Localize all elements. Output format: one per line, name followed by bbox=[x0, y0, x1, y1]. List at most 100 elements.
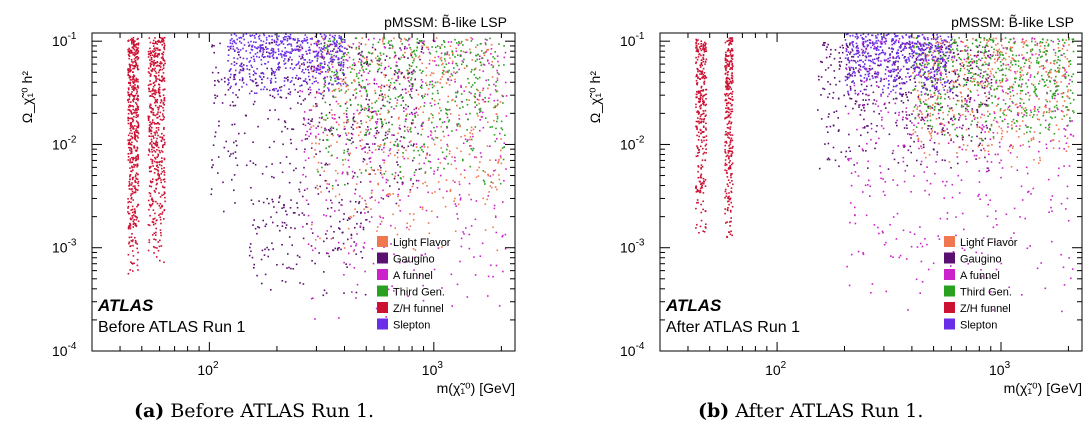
data-point bbox=[478, 108, 481, 111]
data-point bbox=[135, 53, 138, 55]
data-point bbox=[450, 41, 453, 43]
data-point bbox=[374, 57, 377, 59]
data-point bbox=[363, 57, 366, 59]
data-point bbox=[158, 245, 161, 248]
data-point bbox=[359, 140, 361, 142]
data-point bbox=[329, 40, 332, 42]
data-point bbox=[918, 54, 921, 56]
data-point bbox=[332, 83, 334, 86]
data-point bbox=[348, 46, 351, 48]
data-point bbox=[464, 134, 466, 137]
data-point bbox=[347, 159, 350, 162]
data-point bbox=[850, 253, 853, 256]
data-point bbox=[309, 61, 311, 64]
data-point bbox=[149, 64, 152, 67]
data-point bbox=[366, 62, 368, 64]
data-point bbox=[335, 56, 337, 58]
data-point bbox=[242, 35, 244, 37]
data-point bbox=[366, 61, 368, 63]
data-point bbox=[993, 111, 995, 113]
data-point bbox=[153, 172, 156, 174]
data-point bbox=[301, 84, 303, 87]
data-point bbox=[128, 224, 131, 227]
data-point bbox=[987, 56, 990, 58]
data-point bbox=[348, 166, 350, 168]
data-point bbox=[149, 107, 151, 109]
data-point bbox=[344, 47, 347, 49]
data-point bbox=[936, 98, 938, 101]
data-point bbox=[255, 72, 257, 75]
data-point bbox=[290, 199, 292, 201]
data-point bbox=[501, 235, 503, 238]
data-point bbox=[346, 138, 349, 140]
data-point bbox=[258, 75, 261, 77]
data-point bbox=[455, 205, 457, 207]
data-point bbox=[400, 104, 402, 107]
data-point bbox=[354, 208, 356, 210]
data-point bbox=[131, 208, 134, 211]
data-point bbox=[947, 105, 949, 107]
data-point bbox=[327, 87, 329, 89]
data-point bbox=[342, 78, 345, 81]
data-point bbox=[962, 41, 964, 43]
data-point bbox=[265, 46, 267, 48]
data-point bbox=[1022, 74, 1025, 76]
data-point bbox=[134, 88, 137, 90]
data-point bbox=[411, 61, 414, 64]
data-point bbox=[323, 240, 325, 243]
data-point bbox=[330, 225, 332, 228]
data-point bbox=[156, 113, 158, 116]
data-point bbox=[419, 206, 422, 208]
data-point bbox=[456, 71, 458, 73]
data-point bbox=[423, 146, 426, 148]
data-point bbox=[353, 62, 356, 64]
data-point bbox=[474, 82, 476, 84]
data-point bbox=[161, 52, 164, 55]
data-point bbox=[135, 172, 138, 174]
data-point bbox=[849, 42, 851, 44]
data-point bbox=[493, 207, 496, 210]
data-point bbox=[132, 52, 134, 54]
data-point bbox=[152, 107, 154, 110]
data-point bbox=[969, 97, 972, 99]
data-point bbox=[500, 162, 503, 165]
data-point bbox=[1067, 145, 1070, 148]
data-point bbox=[434, 136, 437, 139]
data-point bbox=[281, 244, 283, 246]
data-point bbox=[342, 159, 344, 161]
data-point bbox=[242, 78, 244, 81]
data-point bbox=[338, 116, 341, 119]
data-point bbox=[213, 102, 215, 104]
data-point bbox=[347, 120, 349, 123]
data-point bbox=[432, 39, 435, 42]
data-point bbox=[327, 69, 329, 71]
data-point bbox=[1012, 37, 1015, 40]
data-point bbox=[371, 111, 373, 114]
data-point bbox=[458, 118, 461, 120]
data-point bbox=[128, 141, 131, 144]
data-point bbox=[159, 61, 162, 63]
data-point bbox=[833, 57, 836, 60]
data-point bbox=[955, 94, 957, 97]
data-point bbox=[131, 118, 134, 121]
data-point bbox=[986, 144, 989, 147]
data-point bbox=[333, 58, 336, 61]
data-point bbox=[321, 51, 324, 53]
data-point bbox=[856, 45, 858, 48]
data-point bbox=[382, 96, 384, 98]
data-point bbox=[852, 68, 855, 71]
data-point bbox=[910, 92, 912, 94]
data-point bbox=[378, 57, 380, 60]
data-point bbox=[152, 142, 155, 144]
data-point bbox=[431, 210, 433, 212]
data-point bbox=[379, 216, 382, 219]
data-point bbox=[975, 56, 978, 58]
data-point bbox=[301, 139, 303, 142]
data-point bbox=[374, 199, 376, 202]
data-point bbox=[153, 63, 155, 66]
data-point bbox=[223, 210, 225, 213]
data-point bbox=[1004, 47, 1007, 49]
data-point bbox=[323, 61, 326, 63]
data-point bbox=[253, 70, 255, 72]
data-point bbox=[376, 63, 379, 65]
